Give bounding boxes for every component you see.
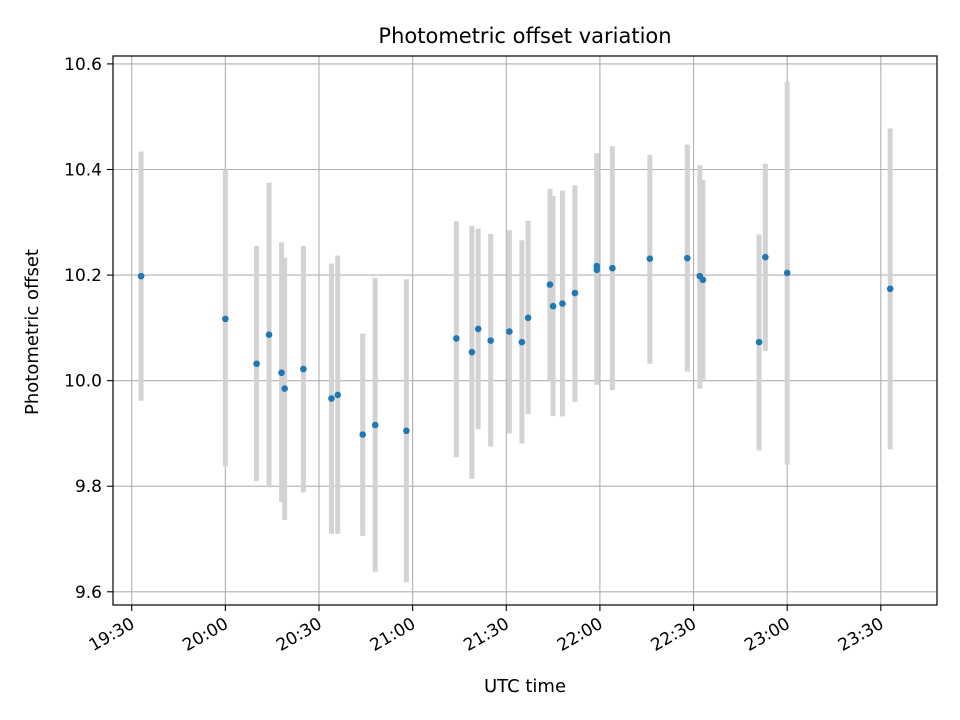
error-bars <box>138 81 893 583</box>
data-points <box>137 253 894 438</box>
data-point <box>359 431 366 438</box>
data-point <box>571 289 579 297</box>
data-point <box>265 331 273 339</box>
x-tick-label: 21:30 <box>460 614 512 656</box>
x-axis-label: UTC time <box>484 676 566 697</box>
data-point <box>278 369 285 377</box>
data-point <box>549 302 557 310</box>
data-point <box>328 395 335 402</box>
x-tick-label: 19:30 <box>86 614 138 656</box>
grid <box>113 56 937 605</box>
data-point <box>468 348 476 356</box>
data-point <box>253 360 260 368</box>
data-point <box>684 254 691 262</box>
y-tick-label: 10.0 <box>64 372 102 392</box>
data-point <box>783 269 791 277</box>
y-tick-label: 10.6 <box>64 55 102 75</box>
data-point <box>453 335 460 342</box>
x-tick-label: 23:00 <box>741 614 793 656</box>
x-tick-label: 22:30 <box>648 614 700 656</box>
data-point <box>474 325 482 333</box>
x-tick-label: 20:30 <box>273 614 325 656</box>
y-tick-label: 9.6 <box>75 583 102 603</box>
data-point <box>646 255 654 263</box>
data-point <box>300 365 307 373</box>
data-point <box>334 391 342 399</box>
data-point <box>546 281 554 288</box>
data-point <box>518 338 526 346</box>
y-tick-label: 10.2 <box>64 266 102 286</box>
data-point <box>559 300 566 307</box>
data-point <box>137 272 145 280</box>
data-point <box>886 285 894 293</box>
data-point <box>755 338 763 346</box>
data-point <box>593 266 601 274</box>
y-axis-label: Photometric offset <box>22 249 43 415</box>
x-tick-label: 23:30 <box>835 614 887 656</box>
data-point <box>762 253 769 261</box>
data-point <box>609 264 616 272</box>
x-tick-label: 21:00 <box>367 614 419 656</box>
data-point <box>699 276 707 284</box>
y-tick-label: 9.8 <box>75 477 102 497</box>
data-point <box>222 315 229 323</box>
data-point <box>487 337 494 344</box>
x-tick-label: 20:00 <box>179 614 231 656</box>
data-point <box>506 328 513 335</box>
plot-frame <box>112 55 938 606</box>
y-axis-ticks: 9.6 9.8 10.0 10.2 10.4 10.6 <box>64 55 113 603</box>
data-point <box>281 385 288 392</box>
x-axis-ticks: 19:30 20:00 20:30 21:00 21:30 22:00 22:30 23:00… <box>86 605 887 656</box>
data-point <box>524 314 532 322</box>
data-point <box>403 427 410 435</box>
chart-title: Photometric offset variation <box>378 24 671 48</box>
y-tick-label: 10.4 <box>64 160 102 180</box>
x-tick-label: 22:00 <box>554 614 606 656</box>
data-point <box>371 421 379 429</box>
